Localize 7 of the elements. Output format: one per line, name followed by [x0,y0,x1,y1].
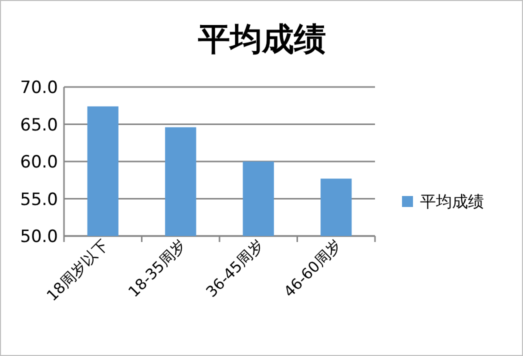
chart-title: 平均成绩 [197,20,326,58]
y-tick-label: 65.0 [20,115,58,136]
y-tick-label: 70.0 [20,78,58,98]
y-tick-label: 50.0 [20,227,58,247]
y-tick-label: 55.0 [20,190,58,210]
legend-label: 平均成绩 [420,192,484,211]
y-tick-label: 60.0 [20,152,58,172]
